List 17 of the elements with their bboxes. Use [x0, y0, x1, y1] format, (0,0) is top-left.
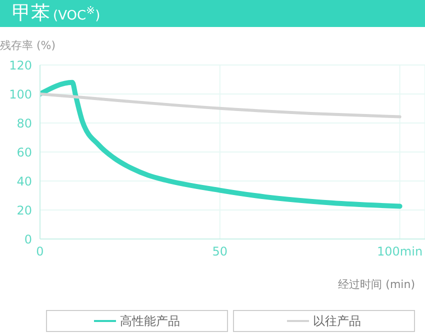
y-tick-label: 20 [16, 203, 32, 218]
chart-title: 甲苯 [12, 1, 50, 26]
y-tick-label: 0 [24, 232, 32, 246]
x-tick-label: 100min [377, 244, 423, 259]
legend-label: 高性能产品 [120, 312, 180, 330]
chart-subtitle: (VOC$^{※}$) [53, 4, 100, 23]
y-tick-label: 40 [16, 174, 32, 188]
y-axis-title: 残存率 (%) [0, 38, 56, 53]
x-tick-label: 0 [36, 244, 44, 259]
y-tick-label: 100 [9, 87, 32, 102]
legend-label: 以往产品 [313, 312, 361, 330]
y-tick-label: 120 [9, 58, 32, 72]
y-tick-label: 80 [16, 116, 32, 130]
x-axis-title: 经过时间 (min) [338, 277, 415, 292]
x-tick-label: 50 [212, 244, 228, 259]
line-series [40, 92, 402, 118]
y-tick-label: 60 [16, 145, 32, 160]
